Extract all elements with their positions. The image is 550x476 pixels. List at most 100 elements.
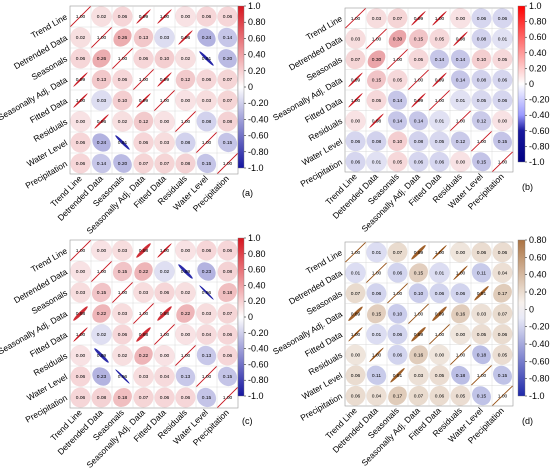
correlation-ellipse [472, 386, 491, 406]
cell-value: 0.89 [414, 250, 424, 256]
correlation-ellipse [493, 131, 512, 151]
diagonal-mark [154, 90, 175, 111]
cell-value: 0.06 [118, 14, 128, 20]
cell-value: 0.88 [139, 248, 149, 254]
cell-value: 0.96 [181, 35, 191, 41]
diagonal-mark [408, 69, 429, 90]
correlation-ellipse [348, 306, 363, 321]
correlation-ellipse [492, 28, 513, 49]
correlation-ellipse [453, 265, 468, 280]
cell-value: 0.16 [414, 352, 424, 358]
cell-value: 0.10 [160, 56, 170, 62]
cell-value: 1.00 [76, 14, 86, 20]
cell-value: 0.88 [160, 311, 170, 317]
cell-value: 0.06 [223, 353, 233, 359]
cell-value: 0.08 [477, 36, 487, 42]
correlation-ellipse [136, 243, 151, 258]
cell-value: 0.06 [223, 332, 233, 338]
correlation-ellipse [492, 110, 513, 131]
cell-value: 0.91 [202, 56, 212, 62]
correlation-ellipse [450, 49, 471, 69]
correlation-ellipse [73, 72, 88, 87]
cell-value: 0.89 [181, 269, 191, 275]
correlation-ellipse [471, 49, 492, 69]
diagonal-mark [175, 345, 196, 366]
cell-value: 1.00 [456, 270, 466, 276]
colorbar [237, 237, 245, 397]
correlation-ellipse [492, 344, 513, 365]
cell-value: 0.06 [160, 395, 170, 401]
cell-value: 0.15 [498, 139, 508, 145]
correlation-ellipse [94, 348, 109, 363]
cell-value: 0.99 [414, 16, 424, 22]
correlation-ellipse [154, 153, 175, 174]
correlation-ellipse [217, 90, 238, 111]
cell-value: 0.00 [456, 250, 466, 256]
cell-value: 0.00 [351, 352, 361, 358]
cell-value: 1.00 [160, 248, 170, 254]
correlation-ellipse [154, 48, 175, 69]
diagonal-mark [387, 49, 408, 70]
cell-value: 0.22 [139, 269, 149, 275]
cell-value: 0.08 [414, 139, 424, 145]
correlation-ellipse [217, 6, 238, 27]
cell-value: 0.06 [498, 250, 508, 256]
cell-value: 0.00 [76, 269, 86, 275]
correlation-ellipse [345, 49, 366, 70]
cell-value: 0.15 [223, 374, 233, 380]
correlation-ellipse [388, 29, 407, 48]
cell-value: 0.00 [181, 98, 191, 104]
cell-value: 0.15 [202, 395, 212, 401]
correlation-ellipse [492, 90, 513, 111]
colorbar-tick-label: -0.20 [529, 95, 550, 105]
cell-value: 0.07 [160, 161, 170, 167]
cell-value: 0.04 [498, 270, 508, 276]
cell-value: 0.03 [76, 290, 86, 296]
correlation-ellipse [218, 283, 237, 302]
correlation-ellipse [70, 111, 91, 132]
correlation-ellipse [175, 324, 196, 345]
cell-value: 0.15 [118, 269, 128, 275]
cell-value: 1.00 [372, 352, 382, 358]
cell-value: 1.00 [351, 16, 361, 22]
diagonal-mark [345, 242, 366, 263]
correlation-ellipse [175, 387, 196, 408]
correlation-ellipse [73, 306, 88, 321]
cell-value: 0.96 [118, 374, 128, 380]
cell-value: 0.03 [139, 374, 149, 380]
correlation-ellipse [196, 324, 217, 345]
cell-value: 0.06 [393, 332, 403, 338]
correlation-ellipse [408, 49, 429, 70]
correlation-ellipse [175, 69, 196, 90]
correlation-ellipse [390, 368, 405, 383]
correlation-ellipse [492, 242, 513, 263]
correlation-ellipse [492, 324, 513, 345]
correlation-ellipse [217, 111, 238, 132]
cell-value: 0.00 [456, 332, 466, 338]
cell-value: 1.00 [456, 352, 466, 358]
cell-value: 1.00 [414, 77, 424, 83]
cell-value: 0.10 [393, 139, 403, 145]
correlation-ellipse [112, 324, 133, 345]
cell-value: 0.06 [202, 77, 212, 83]
correlation-ellipse [112, 345, 133, 366]
diagonal-mark [492, 151, 513, 172]
correlation-ellipse [91, 6, 112, 27]
correlation-ellipse [367, 70, 386, 90]
correlation-ellipse [451, 365, 470, 385]
colorbar-tick-label: 0.80 [248, 249, 266, 259]
cell-value: 0.06 [181, 395, 191, 401]
correlation-ellipse [175, 366, 196, 387]
correlation-ellipse [493, 283, 512, 303]
cell-value: 0.10 [393, 311, 403, 317]
cell-value: 1.00 [477, 139, 487, 145]
cell-value: 0.89 [435, 311, 445, 317]
cell-value: 0.15 [414, 36, 424, 42]
correlation-ellipse [175, 153, 196, 174]
cell-value: 0.07 [351, 291, 361, 297]
cell-value: 0.06 [202, 14, 212, 20]
correlation-ellipse [471, 111, 492, 131]
correlation-ellipse [429, 344, 450, 365]
cell-value: 0.00 [76, 119, 86, 125]
correlation-ellipse [429, 365, 450, 386]
